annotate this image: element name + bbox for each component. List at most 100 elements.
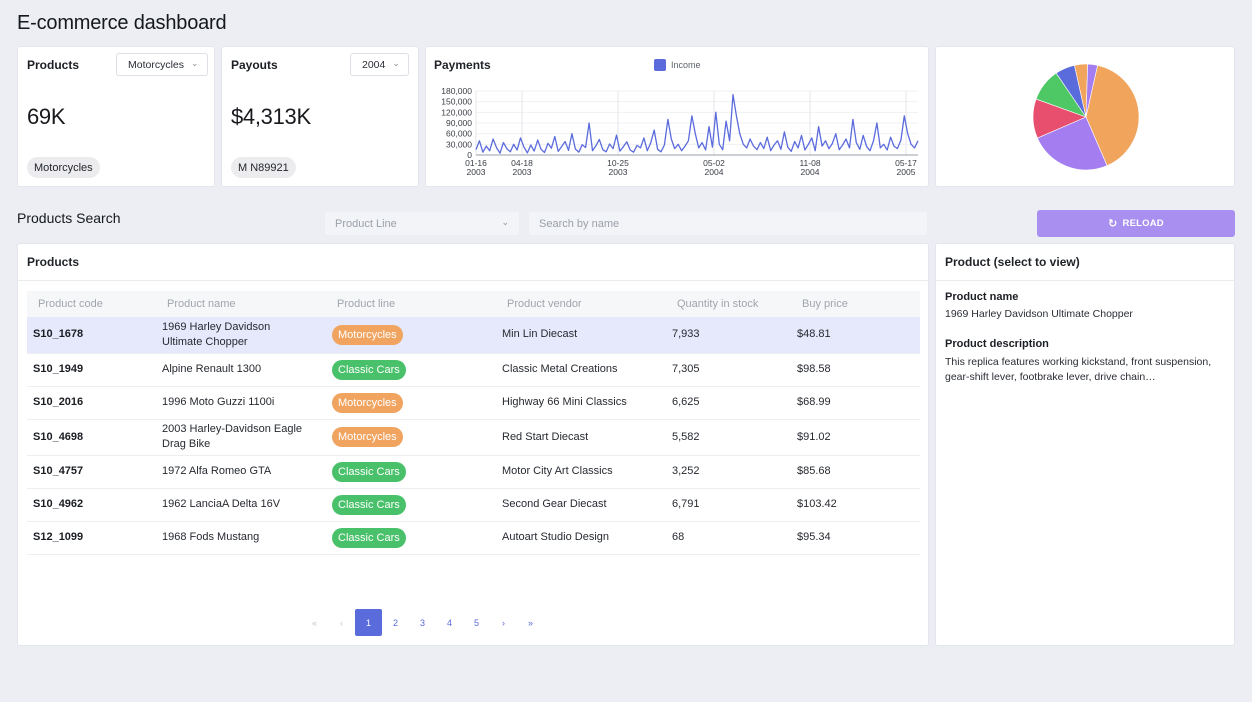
- pie-slice[interactable]: [1085, 64, 1140, 167]
- search-by-name-input[interactable]: Search by name: [528, 211, 928, 236]
- cell-buy-price: $48.81: [797, 328, 831, 341]
- x-tick-year: 2003: [513, 167, 532, 177]
- products-table-title: Products: [27, 255, 80, 269]
- products-kpi-chip: Motorcycles: [27, 157, 100, 178]
- cell-product-name: 1968 Fods Mustang: [162, 531, 260, 543]
- pie-slice[interactable]: [1085, 63, 1098, 118]
- table-row[interactable]: S10_4698 2003 Harley-Davidson Eagle Drag …: [27, 419, 920, 455]
- y-tick-label: 30,000: [446, 139, 472, 149]
- product-line-badge: Motorcycles: [332, 392, 403, 413]
- page-2-button[interactable]: 2: [392, 617, 398, 628]
- product-line-filter[interactable]: Product Line ⌄: [324, 211, 520, 236]
- y-tick-label: 180,000: [441, 86, 472, 96]
- page-4-button[interactable]: 4: [446, 617, 452, 628]
- payouts-kpi-title: Payouts: [231, 58, 278, 72]
- column-header-name[interactable]: Product name: [167, 298, 236, 310]
- product-line-filter-placeholder: Product Line: [335, 217, 397, 230]
- page-3-button[interactable]: 3: [419, 617, 425, 628]
- product-line-badge: Motorcycles: [332, 427, 403, 447]
- first-page-button[interactable]: «: [311, 617, 317, 628]
- x-tick-year: 2005: [897, 167, 916, 177]
- payouts-kpi-card: Payouts 2004 ⌄ $4,313K M N89921: [221, 46, 419, 187]
- cell-product-code: S10_2016: [33, 396, 84, 408]
- x-tick-year: 2003: [467, 167, 486, 177]
- cell-product-code: S10_4757: [33, 465, 84, 477]
- column-header-line[interactable]: Product line: [337, 298, 396, 310]
- table-row[interactable]: S10_1949 Alpine Renault 1300 Classic Cars C…: [27, 353, 920, 386]
- reload-label: RELOAD: [1122, 218, 1164, 229]
- product-line-badge: Motorcycles: [332, 324, 403, 345]
- cell-product-line: Classic Cars: [326, 353, 496, 386]
- legend-label: Income: [671, 60, 701, 70]
- payouts-kpi-value: $4,313K: [231, 104, 311, 129]
- y-tick-label: 0: [467, 150, 472, 160]
- cell-product-line: Motorcycles: [326, 386, 496, 419]
- table-row[interactable]: S10_1678 1969 Harley Davidson Ultimate Ch…: [27, 317, 920, 353]
- pagination: « ‹ 1 2 3 4 5 › »: [0, 609, 928, 636]
- table-row[interactable]: S10_4962 1962 LanciaA Delta 16V Classic Ca…: [27, 488, 920, 521]
- prev-page-button[interactable]: ‹: [340, 617, 343, 628]
- page-1-button[interactable]: 1: [355, 609, 382, 636]
- cell-product-line: Classic Cars: [326, 521, 496, 554]
- table-row[interactable]: S10_4757 1972 Alfa Romeo GTA Classic Cars M…: [27, 455, 920, 488]
- product-line-select-value: Motorcycles: [128, 58, 185, 71]
- x-tick-label: 10-25: [607, 158, 629, 168]
- table-row[interactable]: S12_1099 1968 Fods Mustang Classic Cars Aut…: [27, 521, 920, 554]
- cell-product-line: Classic Cars: [326, 455, 496, 488]
- product-description-label: Product description: [945, 338, 1049, 350]
- cell-product-code: S10_4698: [33, 430, 84, 443]
- product-line-badge: Classic Cars: [332, 359, 406, 380]
- products-table-panel: Products Product code Product name Produ…: [17, 243, 929, 646]
- cell-product-vendor: Classic Metal Creations: [502, 363, 618, 375]
- x-tick-year: 2004: [705, 167, 724, 177]
- cell-quantity: 7,933: [672, 328, 700, 341]
- y-tick-label: 60,000: [446, 129, 472, 139]
- product-description-value: This replica features working kickstand,…: [945, 356, 1212, 383]
- column-header-code[interactable]: Product code: [38, 298, 103, 310]
- y-tick-label: 120,000: [441, 107, 472, 117]
- cell-buy-price: $95.34: [797, 531, 831, 543]
- payments-chart-card: Payments Income 180,000 150,000 120,000 90,…: [425, 46, 929, 187]
- column-header-price[interactable]: Buy price: [802, 298, 848, 310]
- chevron-down-icon: ⌄: [501, 217, 509, 227]
- reload-icon: ↻: [1108, 218, 1118, 230]
- payments-line-chart: 180,000150,000120,00090,00060,00030,0000…: [441, 86, 919, 177]
- last-page-button[interactable]: »: [527, 617, 533, 628]
- reload-button[interactable]: ↻ RELOAD: [1037, 210, 1235, 237]
- cell-product-line: Classic Cars: [326, 488, 496, 521]
- column-header-vendor[interactable]: Product vendor: [507, 298, 582, 310]
- product-name-value: 1969 Harley Davidson Ultimate Chopper: [945, 308, 1133, 320]
- pie-slice[interactable]: [1036, 116, 1108, 171]
- product-detail-title: Product (select to view): [945, 255, 1080, 269]
- x-tick-label: 11-08: [799, 158, 820, 168]
- cell-quantity: 7,305: [672, 363, 700, 375]
- cell-product-name: 1969 Harley Davidson Ultimate Chopper: [162, 320, 271, 348]
- cell-quantity: 6,791: [672, 498, 700, 510]
- cell-product-vendor: Second Gear Diecast: [502, 498, 607, 510]
- product-detail-panel: Product (select to view) Product name 19…: [935, 243, 1235, 646]
- product-line-badge: Classic Cars: [332, 461, 406, 482]
- cell-buy-price: $68.99: [797, 396, 831, 408]
- cell-buy-price: $98.58: [797, 363, 831, 375]
- x-tick-label: 04-18: [511, 158, 533, 168]
- chart-legend[interactable]: Income: [654, 59, 701, 71]
- cell-product-line: Motorcycles: [326, 419, 496, 455]
- products-search-title: Products Search: [17, 210, 121, 226]
- x-tick-label: 05-17: [895, 158, 917, 168]
- x-tick-year: 2004: [801, 167, 820, 177]
- product-line-select[interactable]: Motorcycles ⌄: [116, 53, 208, 76]
- year-select[interactable]: 2004 ⌄: [350, 53, 409, 76]
- cell-product-vendor: Highway 66 Mini Classics: [502, 396, 627, 408]
- next-page-button[interactable]: ›: [502, 617, 505, 628]
- cell-product-vendor: Autoart Studio Design: [502, 531, 610, 543]
- x-tick-label: 01-16: [465, 158, 487, 168]
- table-row[interactable]: S10_2016 1996 Moto Guzzi 1100i Motorcycles…: [27, 386, 920, 419]
- product-name-label: Product name: [945, 291, 1019, 303]
- cell-product-vendor: Min Lin Diecast: [502, 328, 578, 341]
- page-5-button[interactable]: 5: [473, 617, 479, 628]
- column-header-qty[interactable]: Quantity in stock: [677, 298, 759, 310]
- x-tick-label: 05-02: [703, 158, 725, 168]
- product-line-badge: Classic Cars: [332, 527, 406, 548]
- chevron-down-icon: ⌄: [191, 58, 199, 68]
- products-kpi-value: 69K: [27, 104, 66, 129]
